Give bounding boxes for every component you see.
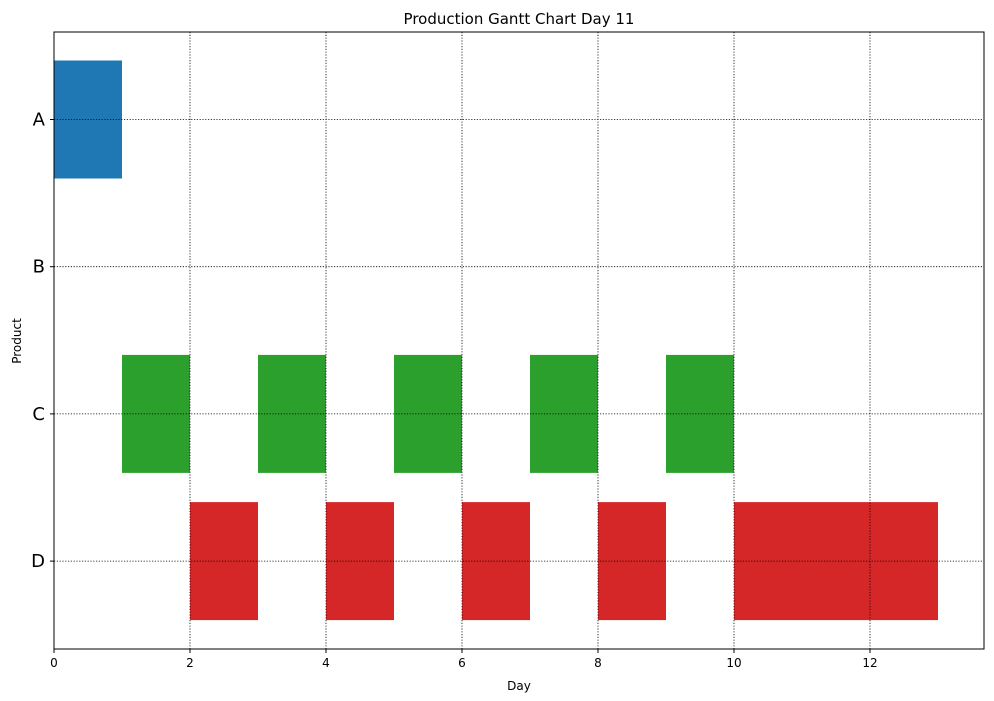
y-axis-label: Product bbox=[10, 318, 24, 364]
x-tick-label-6: 6 bbox=[458, 656, 466, 670]
y-tick-label-a: A bbox=[33, 110, 46, 131]
plot-frame bbox=[53, 31, 985, 650]
bars-layer bbox=[53, 32, 984, 649]
x-tick-label-10: 10 bbox=[726, 656, 741, 670]
bar-d-0 bbox=[190, 502, 258, 621]
x-tick-label-0: 0 bbox=[50, 656, 58, 670]
chart-title: Production Gantt Chart Day 11 bbox=[404, 10, 635, 28]
x-tick-label-2: 2 bbox=[186, 656, 194, 670]
x-tick-label-8: 8 bbox=[594, 656, 602, 670]
x-tick-label-4: 4 bbox=[322, 656, 330, 670]
y-tick-label-d: D bbox=[31, 551, 45, 572]
x-axis-label: Day bbox=[507, 679, 531, 693]
y-tick-label-c: C bbox=[32, 404, 45, 425]
bar-d-2 bbox=[462, 502, 530, 621]
x-tick-label-12: 12 bbox=[862, 656, 877, 670]
bar-c-2 bbox=[394, 354, 462, 473]
bar-c-4 bbox=[666, 354, 734, 473]
y-tick-label-b: B bbox=[33, 257, 45, 278]
axes-layer: 0 2 4 6 8 10 12 A B C D bbox=[31, 110, 878, 671]
